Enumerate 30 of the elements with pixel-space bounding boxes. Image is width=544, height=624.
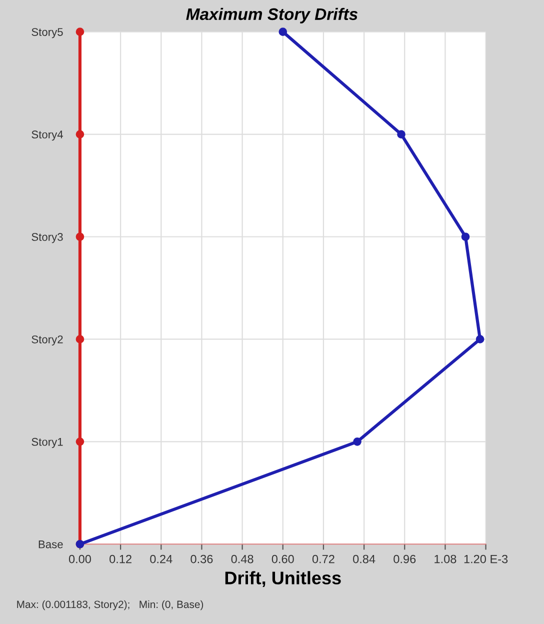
point <box>76 28 84 36</box>
y-tick-label: Story1 <box>32 438 63 448</box>
y-tick-label: Story5 <box>32 28 63 38</box>
text: Max: (0.001183, Story2); Min: (0, Base) <box>17 600 204 610</box>
x-tick-label: 0.84 <box>353 554 376 564</box>
point <box>397 130 406 138</box>
x-tick-label: 0.60 <box>272 554 294 564</box>
x-tick-label: 0.24 <box>150 554 172 564</box>
point <box>353 438 362 446</box>
y-tick-label: Story3 <box>32 233 63 244</box>
x-tick-label: 1.08 <box>434 554 456 564</box>
point <box>278 28 288 36</box>
x-tick-label: 0.36 <box>190 554 213 564</box>
point <box>461 232 470 241</box>
y-tick-label: Base <box>38 540 63 548</box>
x-tick-label: 0.72 <box>312 554 334 564</box>
point <box>76 335 84 344</box>
point <box>476 335 484 344</box>
point <box>76 232 84 241</box>
y-tick-label: Story4 <box>32 130 63 141</box>
point <box>76 130 84 138</box>
x-tick-label: 0.48 <box>231 554 254 564</box>
x-tick-label: 0.00 <box>68 554 91 564</box>
point <box>76 438 84 446</box>
x-tick-label: 0.12 <box>110 554 132 564</box>
y-tick-label: Story2 <box>32 335 63 346</box>
x-axis-title: Drift, Unitless <box>225 571 341 587</box>
x-tick-label: 1.20 E-3 <box>464 554 508 564</box>
chart-title: Maximum Story Drifts <box>186 8 358 24</box>
x-tick-label: 0.96 <box>394 554 416 564</box>
